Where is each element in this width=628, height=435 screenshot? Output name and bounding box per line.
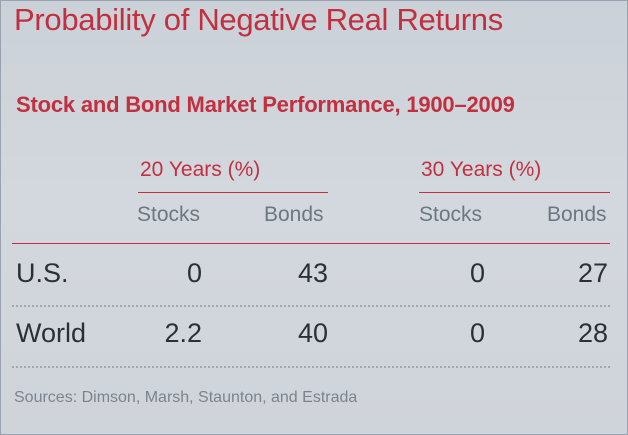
table-subtitle: Stock and Bond Market Performance, 1900–…	[16, 92, 515, 117]
cell-world-30y-bonds: 28	[577, 318, 608, 348]
col-header-20y-stocks: Stocks	[137, 203, 201, 226]
cell-us-30y-bonds: 27	[577, 258, 608, 288]
cell-world-20y-bonds: 40	[297, 318, 328, 348]
cell-world-30y-stocks: 0	[469, 318, 485, 348]
group-header-20-years: 20 Years (%)	[140, 158, 261, 181]
cell-us-30y-stocks: 0	[469, 258, 485, 288]
row-label-world: World	[16, 318, 87, 348]
header-divider	[12, 243, 610, 244]
row-label-us: U.S.	[16, 258, 69, 288]
table-bottom-divider	[12, 366, 610, 368]
cell-world-20y-stocks: 2.2	[164, 318, 202, 348]
group-rule-20-years	[138, 192, 328, 193]
sources-note: Sources: Dimson, Marsh, Staunton, and Es…	[14, 389, 358, 406]
page-title: Probability of Negative Real Returns	[14, 2, 503, 37]
cell-us-20y-stocks: 0	[186, 258, 202, 288]
cell-us-20y-bonds: 43	[297, 258, 328, 288]
col-header-20y-bonds: Bonds	[264, 203, 324, 226]
col-header-30y-bonds: Bonds	[547, 203, 607, 226]
row-divider	[12, 305, 610, 307]
group-header-30-years: 30 Years (%)	[421, 158, 542, 181]
col-header-30y-stocks: Stocks	[419, 203, 483, 226]
group-rule-30-years	[419, 192, 610, 193]
